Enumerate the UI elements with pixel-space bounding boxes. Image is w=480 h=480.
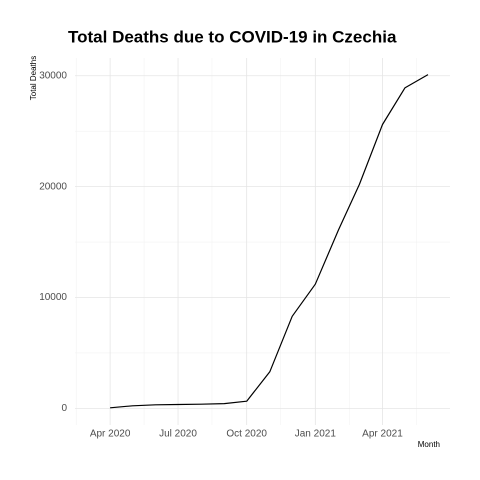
y-tick-label: 30000 <box>39 70 67 81</box>
x-tick-label: Jan 2021 <box>295 429 337 440</box>
x-tick-label: Apr 2020 <box>90 429 131 440</box>
x-tick-label: Apr 2021 <box>362 429 403 440</box>
x-tick-label: Jul 2020 <box>159 429 197 440</box>
chart-title: Total Deaths due to COVID-19 in Czechia <box>68 27 397 46</box>
data-line <box>110 74 429 409</box>
x-axis-label: Month <box>418 440 440 449</box>
y-tick-label: 20000 <box>39 181 67 192</box>
x-tick-label: Oct 2020 <box>226 429 267 440</box>
y-tick-label: 0 <box>61 403 67 414</box>
y-axis-label: Total Deaths <box>29 56 38 100</box>
marks <box>110 74 429 409</box>
y-tick-label: 10000 <box>39 292 67 303</box>
grid <box>75 58 450 425</box>
